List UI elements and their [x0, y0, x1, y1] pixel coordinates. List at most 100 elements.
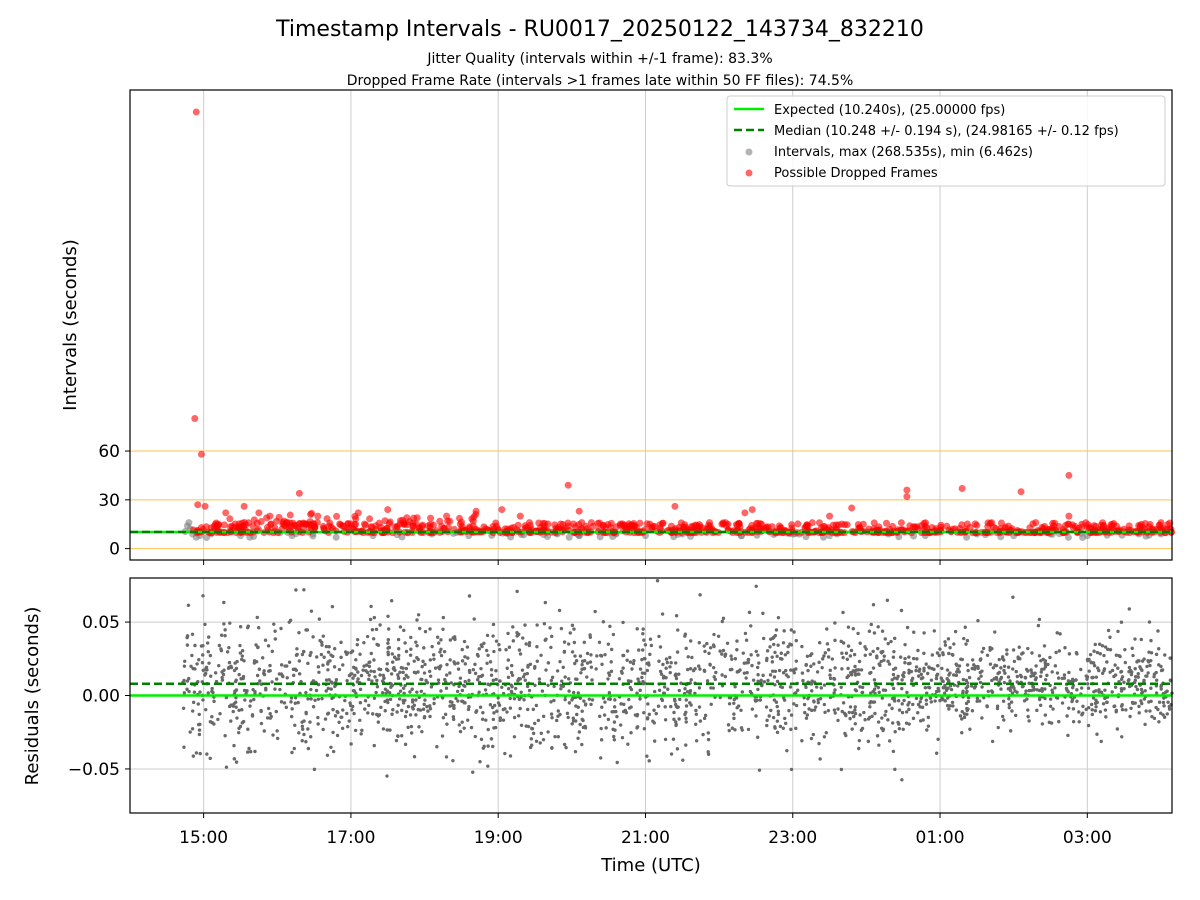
- residual-point: [926, 671, 930, 676]
- residual-point: [1060, 676, 1065, 681]
- residual-point: [966, 696, 971, 700]
- residual-point: [1142, 697, 1147, 701]
- residual-point: [469, 725, 474, 730]
- residual-point: [784, 668, 788, 673]
- residual-point: [600, 662, 604, 666]
- dropped-frame-point: [636, 519, 644, 527]
- dropped-frame-point: [250, 516, 258, 524]
- residual-point: [535, 644, 539, 649]
- residual-point: [672, 717, 676, 722]
- residual-point: [492, 711, 496, 715]
- residual-point: [411, 700, 415, 704]
- residual-point: [812, 700, 816, 704]
- dropped-frame-point: [826, 512, 834, 520]
- residual-point: [340, 726, 345, 731]
- dropped-frame-point: [1146, 520, 1154, 528]
- residual-point: [397, 653, 401, 658]
- residual-point: [886, 659, 890, 664]
- residual-point: [426, 709, 430, 713]
- residual-point: [223, 633, 227, 638]
- residual-point: [850, 710, 855, 715]
- residual-point: [869, 700, 873, 704]
- residual-point: [599, 738, 604, 742]
- residual-point: [222, 600, 226, 605]
- residual-point: [1094, 675, 1099, 679]
- residual-point: [714, 670, 718, 675]
- residual-point: [981, 646, 986, 651]
- residual-point: [595, 654, 599, 658]
- residual-point: [415, 618, 419, 622]
- residual-point: [1027, 688, 1031, 693]
- residual-point: [839, 685, 843, 690]
- residual-point: [482, 641, 486, 645]
- residual-point: [599, 654, 604, 658]
- residual-point: [919, 696, 923, 701]
- residual-point: [396, 734, 400, 738]
- residual-point: [1110, 690, 1114, 694]
- dropped-frame-point: [384, 506, 392, 514]
- residual-point: [994, 675, 999, 680]
- residual-point: [744, 676, 748, 680]
- residual-point: [856, 631, 860, 636]
- residual-point: [1130, 700, 1135, 705]
- residual-point: [1026, 646, 1030, 651]
- residual-point: [852, 714, 856, 719]
- residual-point: [1099, 690, 1104, 694]
- x-tick-label-5: 01:00: [916, 828, 965, 848]
- residual-point: [636, 677, 640, 681]
- residual-point: [1087, 669, 1091, 673]
- residual-point: [1113, 673, 1118, 677]
- residual-point: [582, 666, 586, 671]
- residual-point: [656, 704, 661, 708]
- residual-point: [828, 676, 833, 681]
- residual-point: [794, 726, 798, 731]
- residual-point: [728, 696, 733, 700]
- residual-point: [358, 701, 363, 705]
- residual-point: [788, 685, 793, 689]
- residual-point: [1002, 680, 1007, 685]
- residual-point: [740, 690, 745, 694]
- dropped-frame-point: [307, 510, 315, 518]
- residual-point: [428, 714, 432, 719]
- residual-point: [234, 705, 238, 709]
- residual-point: [234, 696, 238, 700]
- residual-point: [471, 667, 476, 672]
- residual-point: [212, 699, 216, 704]
- dropped-frame-point: [386, 518, 394, 526]
- residual-point: [1086, 682, 1090, 686]
- residual-point: [635, 691, 639, 695]
- residual-point: [875, 734, 880, 738]
- residual-point: [805, 654, 810, 658]
- residual-point: [384, 667, 389, 671]
- residual-point: [1051, 707, 1055, 711]
- residual-point: [1131, 653, 1135, 658]
- residual-point: [1137, 711, 1141, 715]
- residual-point: [330, 604, 335, 609]
- residual-point: [1167, 704, 1172, 709]
- residual-point: [1002, 668, 1006, 673]
- residual-point: [985, 704, 989, 709]
- residual-point: [497, 703, 502, 707]
- residual-point: [1035, 708, 1039, 713]
- residual-point: [194, 751, 199, 755]
- residual-point: [879, 650, 883, 654]
- residual-point: [1161, 700, 1166, 705]
- residual-point: [746, 657, 751, 662]
- residual-point: [999, 666, 1003, 670]
- residual-point: [1136, 672, 1140, 676]
- residual-point: [304, 711, 308, 716]
- residual-point: [217, 643, 222, 648]
- residuals-panel: 15:00 17:00 19:00 21:00 23:00 01:00 03:00 0.05…: [22, 577, 1174, 876]
- residual-point: [817, 641, 822, 645]
- residual-point: [1071, 707, 1076, 711]
- residual-point: [391, 708, 395, 712]
- residual-point: [1154, 691, 1159, 695]
- residual-point: [314, 688, 319, 693]
- residual-point: [965, 708, 969, 713]
- residual-point: [649, 643, 654, 648]
- dropped-frame-point: [602, 523, 610, 531]
- residual-point: [266, 706, 271, 711]
- residual-point: [494, 639, 499, 643]
- residual-point: [484, 718, 488, 722]
- residual-point: [321, 727, 325, 732]
